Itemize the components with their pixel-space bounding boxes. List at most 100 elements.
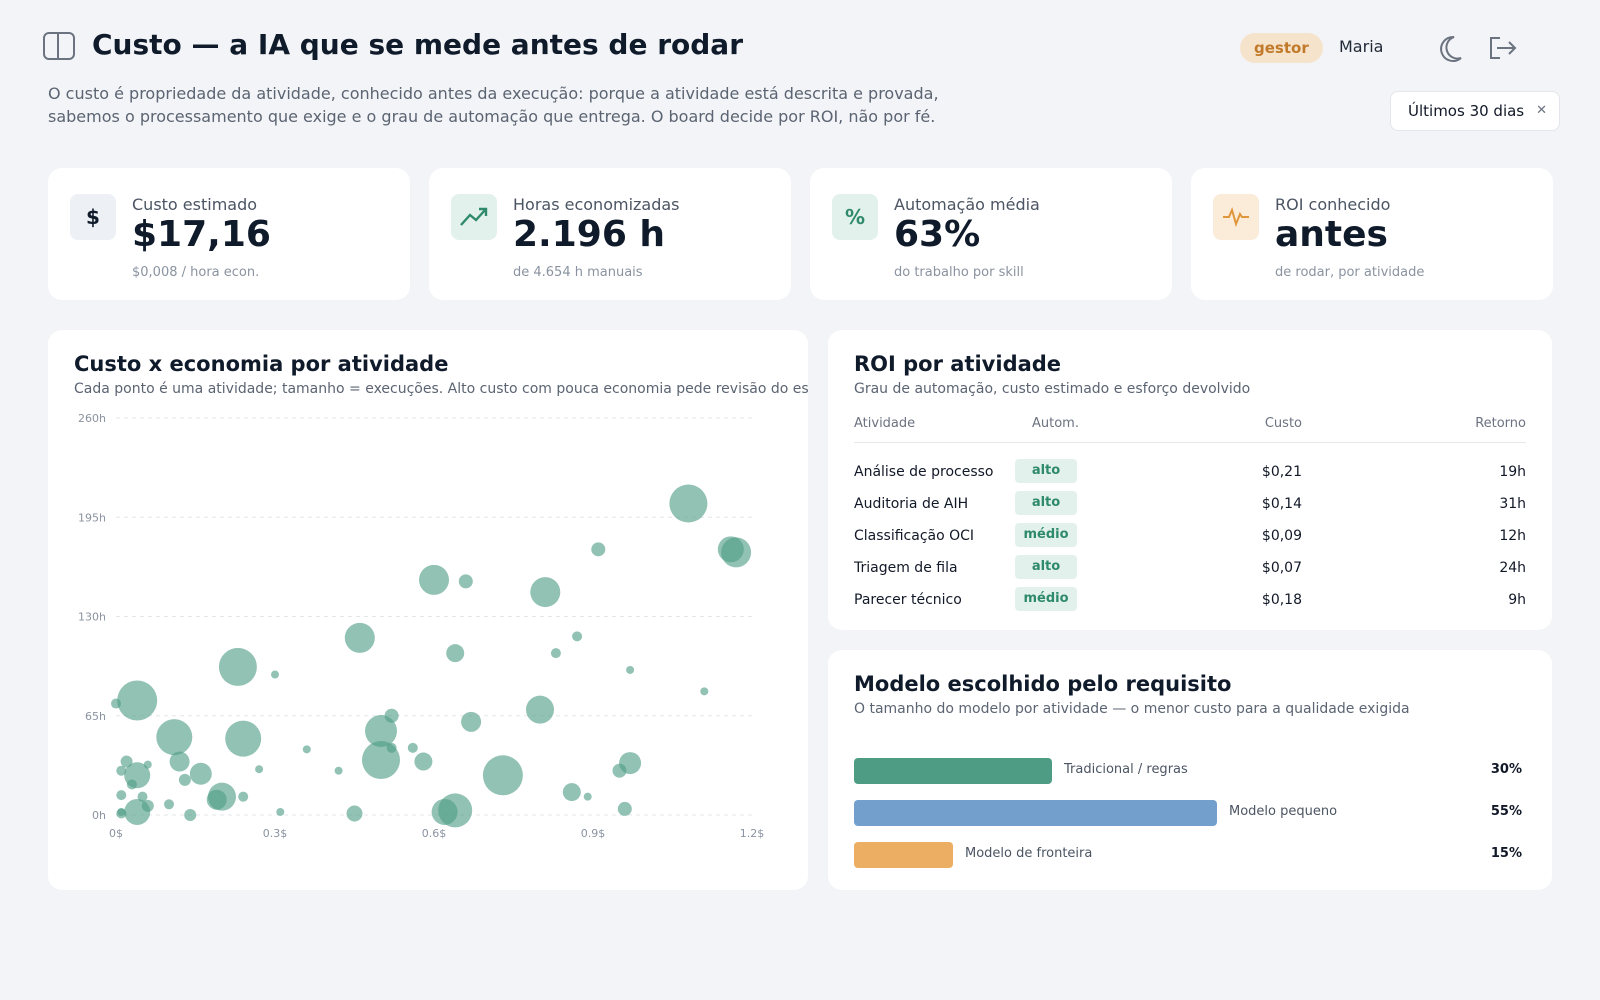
scatter-point[interactable] (365, 715, 397, 748)
scatter-point[interactable] (218, 647, 257, 686)
automation-badge: médio (1015, 523, 1077, 547)
scatter-point[interactable] (334, 766, 343, 775)
page-title: Custo — a IA que se mede antes de rodar (92, 28, 743, 61)
scatter-panel-title: Custo x economia por atividade (74, 352, 449, 376)
kpi-label: Automação média (894, 195, 1040, 214)
automation-badge: alto (1015, 459, 1077, 483)
model-percent: 55% (1490, 804, 1522, 819)
scatter-point[interactable] (164, 799, 174, 810)
scatter-point[interactable] (178, 773, 191, 786)
column-header-automation: Autom. (1032, 416, 1079, 431)
y-tick-label: 65h (85, 710, 106, 723)
activity-return: 24h (1499, 560, 1526, 576)
kpi-label: ROI conhecido (1275, 195, 1391, 214)
scatter-point[interactable] (562, 783, 581, 802)
scatter-point[interactable] (344, 622, 375, 653)
scatter-point[interactable] (583, 792, 592, 801)
sidebar-toggle-icon[interactable] (43, 32, 75, 60)
scatter-point[interactable] (446, 644, 465, 663)
period-select[interactable]: Últimos 30 dias ✕ (1390, 91, 1560, 131)
scatter-point[interactable] (721, 537, 752, 568)
activity-name: Análise de processo (854, 464, 994, 480)
moon-icon[interactable] (1436, 34, 1464, 64)
logout-icon[interactable] (1488, 36, 1518, 60)
scatter-point[interactable] (111, 698, 121, 709)
scatter-panel: Custo x economia por atividade Cada pont… (48, 330, 808, 890)
scatter-point[interactable] (461, 711, 482, 732)
kpi-subtext: de 4.654 h manuais (513, 265, 643, 280)
scatter-point[interactable] (124, 798, 151, 825)
user-name[interactable]: Maria (1339, 37, 1384, 56)
scatter-point[interactable] (669, 484, 708, 523)
table-row[interactable]: Análise de processo alto $0,21 19h (854, 456, 1526, 488)
scatter-point[interactable] (407, 742, 418, 753)
pulse-icon (1213, 194, 1259, 240)
scatter-point[interactable] (414, 752, 433, 771)
scatter-point[interactable] (431, 798, 458, 825)
scatter-point[interactable] (700, 687, 709, 696)
table-row[interactable]: Classificação OCI médio $0,09 12h (854, 520, 1526, 552)
scatter-point[interactable] (225, 720, 262, 757)
scatter-point[interactable] (126, 779, 137, 790)
table-row[interactable]: Triagem de fila alto $0,07 24h (854, 552, 1526, 584)
kpi-card-roi: ROI conhecido antes de rodar, por ativid… (1191, 168, 1553, 300)
scatter-point[interactable] (143, 760, 152, 769)
scatter-point[interactable] (458, 574, 473, 589)
scatter-point[interactable] (482, 755, 523, 796)
table-row[interactable]: Parecer técnico médio $0,18 9h (854, 584, 1526, 616)
automation-badge: alto (1015, 555, 1077, 579)
table-row[interactable]: Auditoria de AIH alto $0,14 31h (854, 488, 1526, 520)
scatter-point[interactable] (276, 807, 285, 816)
x-tick-label: 0.9$ (581, 827, 606, 840)
scatter-point[interactable] (117, 807, 126, 816)
scatter-point[interactable] (169, 751, 190, 772)
model-row: Tradicional / regras 30% (854, 758, 1526, 784)
chevron-icon: ✕ (1536, 103, 1547, 118)
kpi-subtext: de rodar, por atividade (1275, 265, 1425, 280)
page-description: O custo é propriedade da atividade, conh… (48, 84, 939, 126)
scatter-point[interactable] (591, 542, 606, 557)
scatter-point[interactable] (117, 680, 158, 721)
scatter-panel-subtitle: Cada ponto é uma atividade; tamanho = ex… (74, 381, 808, 397)
scatter-point[interactable] (189, 762, 212, 785)
scatter-point[interactable] (346, 805, 363, 822)
model-bar (854, 842, 953, 868)
scatter-point[interactable] (384, 708, 399, 723)
scatter-point[interactable] (116, 765, 127, 776)
scatter-point[interactable] (184, 809, 197, 821)
activity-return: 12h (1499, 528, 1526, 544)
model-panel-title: Modelo escolhido pelo requisito (854, 672, 1232, 696)
scatter-point[interactable] (255, 765, 264, 774)
scatter-point[interactable] (419, 564, 449, 595)
scatter-point[interactable] (238, 791, 249, 802)
scatter-point[interactable] (612, 763, 627, 778)
scatter-point[interactable] (526, 695, 554, 724)
scatter-point[interactable] (156, 719, 193, 756)
activity-name: Auditoria de AIH (854, 496, 969, 512)
table-header: Atividade Autom. Custo Retorno (854, 414, 1526, 443)
scatter-point[interactable] (137, 791, 148, 802)
scatter-point[interactable] (386, 742, 397, 753)
trend-up-icon (451, 194, 497, 240)
column-header-return: Retorno (1475, 416, 1526, 431)
scatter-point[interactable] (572, 631, 583, 642)
scatter-point[interactable] (116, 790, 127, 801)
scatter-point[interactable] (626, 665, 635, 674)
activity-cost: $0,14 (1261, 496, 1302, 512)
roi-table: Atividade Autom. Custo Retorno Análise d… (854, 414, 1526, 616)
activity-name: Classificação OCI (854, 528, 975, 544)
scatter-point[interactable] (120, 755, 133, 768)
scatter-point[interactable] (550, 648, 561, 659)
y-tick-label: 130h (78, 611, 106, 624)
kpi-subtext: $0,008 / hora econ. (132, 265, 260, 280)
scatter-point[interactable] (206, 789, 227, 810)
scatter-point[interactable] (617, 801, 632, 816)
scatter-point[interactable] (271, 670, 279, 679)
scatter-point[interactable] (302, 745, 311, 754)
activity-cost: $0,09 (1261, 528, 1302, 544)
kpi-card-hours: Horas economizadas 2.196 h de 4.654 h ma… (429, 168, 791, 300)
roi-panel: ROI por atividade Grau de automação, cus… (828, 330, 1552, 630)
kpi-label: Horas economizadas (513, 195, 680, 214)
scatter-point[interactable] (530, 577, 561, 608)
percent-icon: % (832, 194, 878, 240)
